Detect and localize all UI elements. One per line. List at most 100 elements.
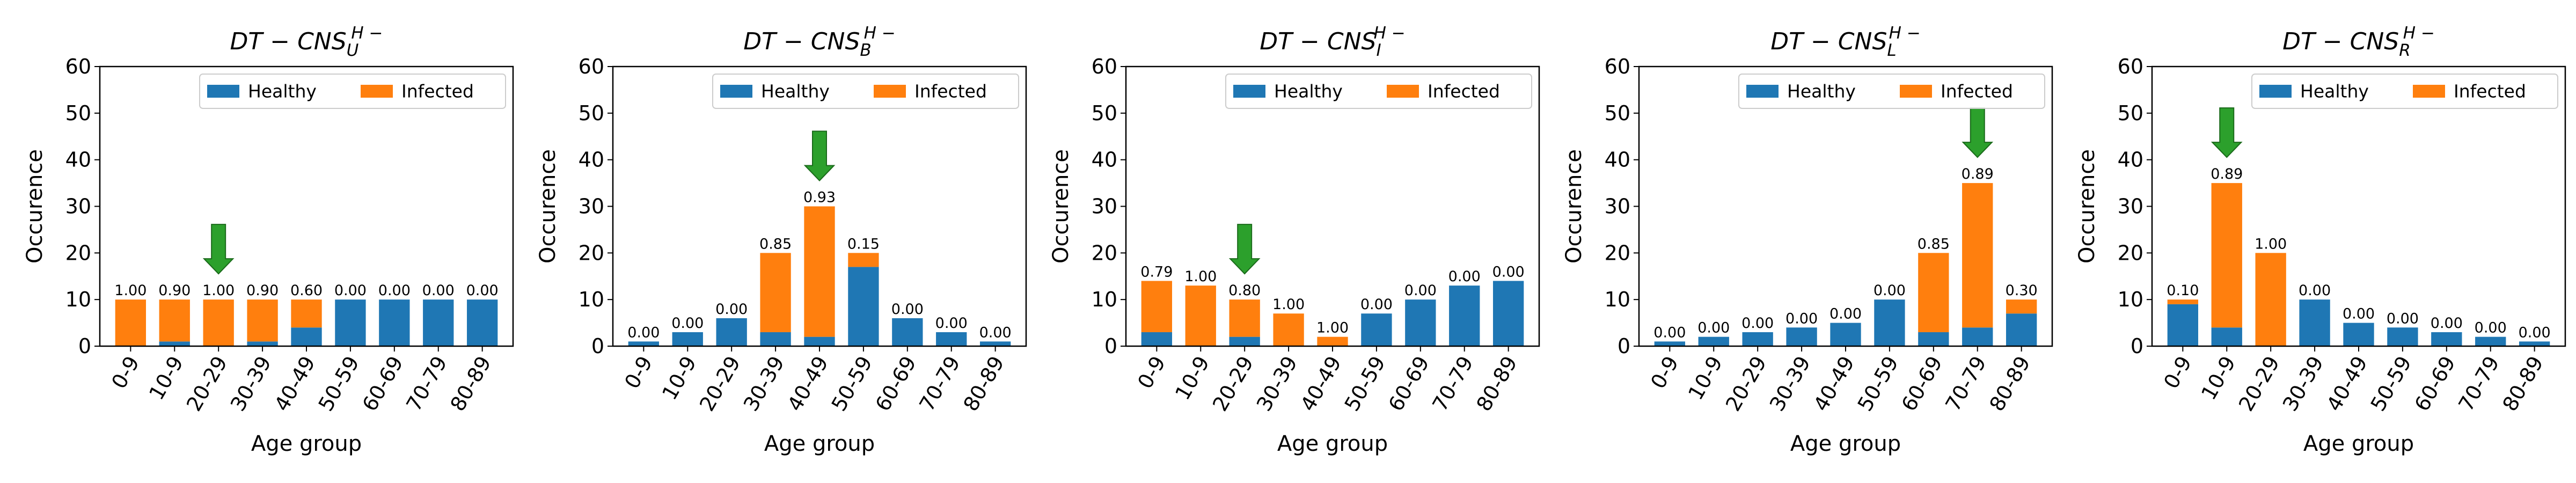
x-tick-label-50-59: 50-59 xyxy=(1340,352,1390,415)
bar-healthy-80-89 xyxy=(2006,313,2037,346)
chart-panel-4: DT − CNSLH − 0.00 0-9 0.00 10-9 0.00 20-29 0.00… xyxy=(1562,24,2053,456)
legend-swatch-infected xyxy=(1387,85,1419,98)
bar-infected-80-89 xyxy=(2006,299,2037,314)
bar-label-20-29: 1.00 xyxy=(2255,236,2287,252)
x-tick-label-30-39: 30-39 xyxy=(2278,352,2328,415)
bar-infected-50-59 xyxy=(848,253,879,267)
bar-healthy-60-69 xyxy=(1405,299,1436,346)
legend-label-healthy: Healthy xyxy=(1274,81,1343,102)
x-axis-label: Age group xyxy=(764,431,875,456)
y-tick-label-10: 10 xyxy=(2118,288,2143,311)
bar-infected-30-39 xyxy=(1273,313,1304,346)
chart-title-subscript: L xyxy=(1887,41,1896,60)
bar-healthy-20-29 xyxy=(1742,332,1773,346)
x-tick-label-30-39: 30-39 xyxy=(739,352,789,415)
x-tick-label-0-9: 0-9 xyxy=(107,352,144,393)
x-tick-label-10-9: 10-9 xyxy=(657,352,701,404)
bar-label-10-9: 1.00 xyxy=(1184,268,1217,285)
bar-healthy-40-49 xyxy=(2343,323,2374,346)
bar-label-80-89: 0.30 xyxy=(2006,282,2038,299)
bar-label-60-69: 0.85 xyxy=(1918,236,1950,252)
highlight-arrow-icon xyxy=(1962,107,1994,158)
x-tick-label-60-69: 60-69 xyxy=(1897,352,1947,415)
chart-title-superscript: H − xyxy=(1374,24,1406,43)
bar-healthy-10-9 xyxy=(672,332,703,346)
bar-infected-20-29 xyxy=(203,299,234,346)
bar-label-0-9: 0.00 xyxy=(627,324,660,341)
legend-swatch-healthy xyxy=(1746,85,1779,98)
x-tick-label-70-79: 70-79 xyxy=(1428,352,1477,415)
bar-healthy-0-9 xyxy=(628,341,660,346)
legend: Healthy Infected xyxy=(2251,74,2558,109)
chart-panel-3: DT − CNSIH − 0.79 0-9 1.00 10-9 0.80 20-29 1.00… xyxy=(1049,24,1540,456)
bar-healthy-40-49 xyxy=(1830,323,1861,346)
bar-label-50-59: 0.00 xyxy=(2387,310,2419,327)
bar-label-0-9: 0.00 xyxy=(1653,324,1686,341)
chart-title-base: DT − CNS xyxy=(2282,28,2399,55)
legend-label-healthy: Healthy xyxy=(2300,81,2369,102)
bar-healthy-50-59 xyxy=(1874,299,1905,346)
legend: Healthy Infected xyxy=(712,74,1019,109)
x-tick-label-70-79: 70-79 xyxy=(401,352,451,415)
legend-box xyxy=(199,74,506,109)
legend-swatch-healthy xyxy=(207,85,239,98)
y-tick-label-20: 20 xyxy=(1605,241,1630,265)
chart-panel-2: DT − CNSBH − 0.00 0-9 0.00 10-9 0.00 20-29 0.85… xyxy=(536,24,1027,456)
bar-infected-70-79 xyxy=(1962,183,1993,328)
bar-infected-40-49 xyxy=(804,206,835,337)
legend-swatch-infected xyxy=(874,85,906,98)
x-tick-label-80-89: 80-89 xyxy=(2498,352,2548,415)
x-tick-label-40-49: 40-49 xyxy=(783,352,833,415)
y-tick-label-30: 30 xyxy=(65,195,91,218)
bar-label-40-49: 0.93 xyxy=(803,189,836,206)
legend-box xyxy=(2251,74,2558,109)
bar-healthy-70-79 xyxy=(1449,286,1480,346)
y-tick-label-30: 30 xyxy=(1092,195,1117,218)
bar-label-60-69: 0.00 xyxy=(378,282,411,299)
legend-label-infected: Infected xyxy=(2454,81,2526,102)
highlight-arrow-icon xyxy=(803,130,836,181)
bar-label-80-89: 0.00 xyxy=(2519,324,2551,341)
y-tick-label-60: 60 xyxy=(579,55,604,78)
y-tick-label-60: 60 xyxy=(1092,55,1117,78)
bar-label-80-89: 0.00 xyxy=(979,324,1012,341)
bar-label-40-49: 1.00 xyxy=(1316,320,1349,336)
y-tick-label-0: 0 xyxy=(1618,334,1630,358)
bar-label-50-59: 0.00 xyxy=(1360,296,1393,313)
y-tick-label-30: 30 xyxy=(1605,195,1630,218)
y-axis-label: Occurence xyxy=(2075,149,2099,264)
bar-infected-40-49 xyxy=(1317,336,1348,346)
y-tick-label-10: 10 xyxy=(1605,288,1630,311)
x-tick-label-40-49: 40-49 xyxy=(1809,352,1859,415)
bar-healthy-0-9 xyxy=(2167,304,2199,346)
legend-box xyxy=(712,74,1019,109)
bar-label-10-9: 0.89 xyxy=(2211,166,2243,182)
bar-healthy-40-49 xyxy=(804,336,835,346)
x-tick-label-10-9: 10-9 xyxy=(2197,352,2240,404)
bar-healthy-10-9 xyxy=(1698,336,1729,346)
y-tick-label-50: 50 xyxy=(1605,101,1630,125)
chart-title-subscript: B xyxy=(860,41,871,60)
bar-label-40-49: 0.00 xyxy=(1829,306,1862,323)
bar-infected-10-9 xyxy=(159,299,190,342)
y-tick-label-40: 40 xyxy=(2118,148,2143,172)
legend-box xyxy=(1738,74,2045,109)
bar-healthy-10-9 xyxy=(159,341,190,346)
bar-healthy-10-9 xyxy=(2211,327,2242,346)
legend: Healthy Infected xyxy=(1738,74,2045,109)
bar-label-40-49: 0.60 xyxy=(290,282,323,299)
y-tick-label-30: 30 xyxy=(579,195,604,218)
y-tick-label-40: 40 xyxy=(579,148,604,172)
bar-label-0-9: 1.00 xyxy=(114,282,147,299)
bar-healthy-50-59 xyxy=(1361,313,1392,346)
bar-healthy-0-9 xyxy=(1141,332,1173,346)
bar-infected-10-9 xyxy=(1185,286,1216,346)
bar-healthy-60-69 xyxy=(892,318,923,346)
x-tick-label-60-69: 60-69 xyxy=(1384,352,1434,415)
y-tick-label-0: 0 xyxy=(1104,334,1117,358)
bar-healthy-20-29 xyxy=(716,318,747,346)
bar-label-30-39: 0.00 xyxy=(2299,282,2331,299)
legend-label-infected: Infected xyxy=(1428,81,1500,102)
highlight-arrow-icon xyxy=(2211,107,2243,158)
